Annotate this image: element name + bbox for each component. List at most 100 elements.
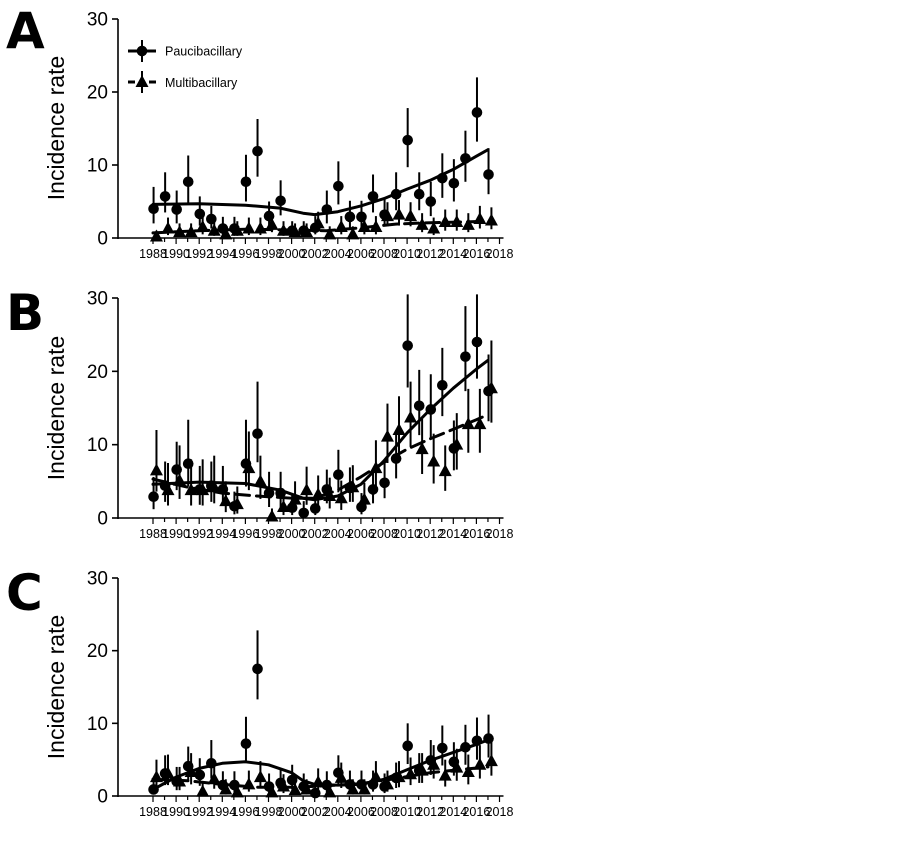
data-point bbox=[277, 779, 291, 792]
legend-label-multibacillary: Multibacillary bbox=[165, 76, 238, 90]
data-point bbox=[460, 153, 471, 164]
data-point bbox=[230, 785, 244, 798]
data-point bbox=[379, 477, 390, 489]
x-tick-label: 2012 bbox=[416, 247, 444, 261]
x-tick-label: 2016 bbox=[462, 805, 490, 819]
x-tick-label: 2018 bbox=[486, 527, 514, 541]
data-point bbox=[311, 216, 325, 229]
data-point bbox=[275, 195, 286, 207]
series-multibacillary bbox=[149, 340, 498, 522]
data-point bbox=[253, 770, 267, 783]
data-point bbox=[438, 214, 452, 227]
data-point bbox=[473, 417, 487, 430]
data-point bbox=[288, 492, 302, 505]
data-point bbox=[380, 777, 394, 790]
data-point bbox=[425, 196, 437, 207]
data-point bbox=[334, 770, 348, 783]
data-point bbox=[207, 223, 221, 236]
y-axis-label: Incidence rate bbox=[43, 56, 69, 200]
data-point bbox=[461, 765, 475, 778]
x-tick-label: 1990 bbox=[162, 527, 190, 541]
data-point bbox=[460, 742, 471, 753]
data-point bbox=[219, 494, 233, 507]
x-tick-label: 2006 bbox=[347, 805, 375, 819]
data-point bbox=[173, 473, 187, 486]
data-point bbox=[471, 336, 483, 348]
data-point bbox=[333, 469, 344, 481]
y-tick-label: 20 bbox=[87, 362, 108, 383]
data-point bbox=[323, 489, 337, 501]
y-tick-label: 0 bbox=[97, 787, 108, 808]
x-tick-label: 2014 bbox=[439, 805, 467, 819]
data-point bbox=[473, 212, 487, 225]
data-point bbox=[240, 738, 252, 749]
x-tick-label: 2004 bbox=[324, 247, 352, 261]
panel-letter: A bbox=[6, 2, 45, 60]
data-point bbox=[252, 663, 263, 675]
data-point bbox=[161, 766, 175, 779]
x-tick-label: 1994 bbox=[208, 527, 236, 541]
data-point bbox=[149, 229, 163, 242]
data-point bbox=[182, 176, 194, 188]
data-point bbox=[450, 214, 464, 227]
data-point bbox=[309, 787, 321, 799]
data-point bbox=[252, 145, 263, 157]
legend-marker-multibacillary bbox=[135, 75, 149, 87]
data-point bbox=[404, 209, 418, 222]
data-point bbox=[194, 769, 206, 781]
data-point bbox=[173, 774, 187, 787]
data-point bbox=[298, 507, 310, 519]
data-point bbox=[369, 461, 383, 474]
x-tick-label: 2008 bbox=[370, 527, 398, 541]
x-tick-label: 1988 bbox=[139, 527, 167, 541]
data-point bbox=[392, 423, 406, 435]
x-tick-label: 2008 bbox=[370, 805, 398, 819]
data-point bbox=[484, 381, 498, 394]
x-tick-label: 2008 bbox=[370, 247, 398, 261]
data-point bbox=[427, 221, 441, 234]
data-point bbox=[207, 772, 221, 785]
y-tick-label: 0 bbox=[97, 509, 108, 530]
y-axis-label: Incidence rate bbox=[43, 336, 69, 480]
data-point bbox=[380, 429, 394, 442]
data-point bbox=[427, 757, 441, 770]
data-point bbox=[392, 207, 406, 220]
data-point bbox=[357, 220, 371, 233]
data-point bbox=[333, 180, 344, 192]
x-tick-label: 1998 bbox=[255, 247, 283, 261]
x-tick-label: 1988 bbox=[139, 247, 167, 261]
data-point bbox=[390, 188, 402, 200]
data-point bbox=[413, 188, 425, 200]
data-point bbox=[265, 509, 279, 522]
panel-letter: B bbox=[6, 284, 44, 342]
data-point bbox=[148, 491, 159, 503]
data-point bbox=[207, 480, 221, 493]
data-point bbox=[346, 480, 360, 493]
data-point bbox=[460, 351, 471, 362]
y-tick-label: 30 bbox=[87, 289, 108, 310]
data-point bbox=[484, 754, 498, 767]
data-point bbox=[219, 227, 233, 240]
data-point bbox=[149, 463, 163, 476]
y-tick-label: 0 bbox=[97, 229, 108, 250]
data-point bbox=[148, 203, 159, 215]
data-point bbox=[242, 777, 256, 790]
data-point bbox=[184, 225, 198, 238]
y-tick-label: 10 bbox=[87, 435, 108, 456]
data-point bbox=[344, 211, 356, 223]
data-point bbox=[288, 783, 302, 796]
x-tick-label: 2016 bbox=[462, 247, 490, 261]
data-point bbox=[450, 760, 464, 773]
data-point bbox=[404, 767, 418, 780]
x-tick-label: 1996 bbox=[231, 527, 259, 541]
x-tick-label: 2000 bbox=[278, 247, 306, 261]
x-tick-label: 2012 bbox=[416, 805, 444, 819]
data-point bbox=[196, 220, 210, 233]
x-tick-label: 1990 bbox=[162, 805, 190, 819]
data-point bbox=[323, 227, 337, 240]
data-point bbox=[219, 782, 233, 795]
data-point bbox=[184, 765, 198, 778]
panel-letter: C bbox=[6, 564, 43, 622]
